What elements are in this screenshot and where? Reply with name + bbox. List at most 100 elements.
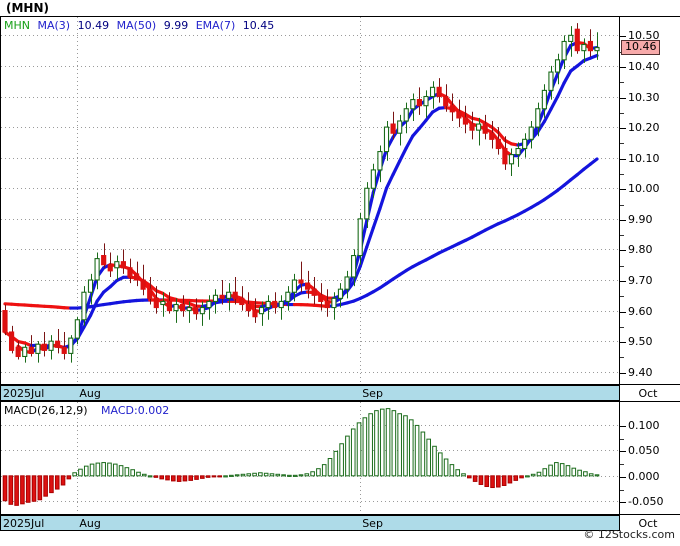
candle-body xyxy=(173,303,179,312)
candle-body xyxy=(298,279,304,284)
candle-body xyxy=(166,300,173,312)
macd-bar xyxy=(292,474,298,477)
tick-mark xyxy=(620,250,626,252)
tick-mark xyxy=(620,219,626,221)
macd-bar xyxy=(443,458,449,477)
tick-mark xyxy=(620,173,624,175)
macd-bar xyxy=(478,475,484,485)
candle-body xyxy=(245,303,251,312)
candle-body xyxy=(397,120,403,134)
price-y-tick-label: 10.10 xyxy=(628,151,660,165)
candle-body xyxy=(35,343,41,354)
candle-body xyxy=(212,294,219,302)
price-y-tick-label: 9.60 xyxy=(628,304,653,318)
macd-bar xyxy=(287,474,292,477)
candle-body xyxy=(443,95,449,107)
price-y-tick-label: 10.40 xyxy=(628,59,660,73)
price-plot-area[interactable] xyxy=(1,17,619,384)
macd-bar xyxy=(472,475,478,482)
candle-body xyxy=(252,310,258,318)
macd-bar xyxy=(461,473,466,477)
candle-body xyxy=(28,346,34,354)
macd-bar xyxy=(205,475,211,478)
macd-bar xyxy=(565,465,571,477)
candle-body xyxy=(462,117,469,125)
price-y-tick: 9.80 xyxy=(620,243,680,256)
candle-body xyxy=(587,40,594,52)
candle-body xyxy=(383,126,390,153)
macd-bar xyxy=(141,473,147,477)
macd-bar xyxy=(89,463,95,477)
date-axis-label: 2025Jul xyxy=(3,517,45,530)
candle-body xyxy=(456,111,462,119)
macd-y-tick-label: -0.050 xyxy=(628,495,664,509)
macd-bar xyxy=(258,472,263,477)
macd-plot-area[interactable] xyxy=(1,402,619,514)
tick-mark xyxy=(620,342,626,344)
macd-bar xyxy=(594,474,600,477)
macd-bar xyxy=(188,475,194,481)
macd-bar xyxy=(437,452,443,477)
candle-body xyxy=(528,126,534,140)
macd-bar xyxy=(554,462,559,477)
macd-bar xyxy=(112,463,118,477)
candle-body xyxy=(357,218,363,257)
macd-bar xyxy=(548,464,553,477)
candle-body xyxy=(515,147,521,156)
macd-chart-panel[interactable] xyxy=(0,401,620,515)
candle-body xyxy=(594,47,600,52)
price-y-tick-label: 9.80 xyxy=(628,243,653,257)
date-axis-bottom: 2025Jul Aug Sep Oct xyxy=(0,515,657,531)
macd-bar xyxy=(49,475,54,494)
current-price-tag: 10.46 xyxy=(621,39,660,55)
price-y-tick: 10.10 xyxy=(620,152,680,165)
candle-body xyxy=(41,343,48,351)
macd-bar xyxy=(176,475,182,482)
candle-body xyxy=(390,123,396,134)
candle-body xyxy=(285,291,291,302)
tick-mark xyxy=(620,82,624,84)
candle-body xyxy=(522,138,528,150)
price-y-tick: 10.00 xyxy=(620,182,680,195)
macd-y-tick-label: 0.000 xyxy=(628,469,660,483)
candle-body xyxy=(226,291,232,299)
price-y-minor-tick xyxy=(620,143,680,145)
candle-body xyxy=(258,306,265,315)
price-y-tick: 10.50 xyxy=(620,29,680,42)
macd-bar xyxy=(252,472,257,477)
candle-body xyxy=(219,294,225,299)
price-legend: MHN MA(3) 10.49 MA(50) 9.99 EMA(7) 10.45 xyxy=(4,19,278,32)
price-y-tick-label: 10.30 xyxy=(628,90,660,104)
macd-bar xyxy=(194,475,199,480)
macd-bar xyxy=(333,450,339,477)
macd-bar xyxy=(525,475,530,478)
macd-bar xyxy=(25,475,31,503)
tick-mark xyxy=(620,296,624,298)
macd-bar xyxy=(269,473,275,477)
date-axis-label: 2025Jul xyxy=(3,387,45,400)
price-y-minor-tick xyxy=(620,82,680,84)
candle-body xyxy=(568,34,574,43)
price-chart-panel[interactable] xyxy=(0,16,620,385)
candle-body xyxy=(153,297,159,309)
macd-bar xyxy=(234,474,240,477)
macd-bar xyxy=(182,475,188,482)
macd-bar xyxy=(571,467,577,477)
date-axis-label: Aug xyxy=(79,387,101,400)
macd-bar xyxy=(263,472,269,477)
macd-y-tick: -0.050 xyxy=(620,495,680,508)
macd-bar xyxy=(310,471,315,477)
candle-body xyxy=(351,255,357,278)
candle-body xyxy=(423,95,429,107)
macd-bar xyxy=(490,475,495,489)
macd-bar xyxy=(385,408,391,477)
legend-ma50-label: MA(50) xyxy=(116,19,157,32)
macd-legend: MACD(26,12,9) MACD:0.002 xyxy=(4,404,169,417)
candle-body xyxy=(416,99,422,107)
candle-body xyxy=(541,89,547,110)
price-y-tick-label: 9.70 xyxy=(628,274,653,288)
date-axis-label: Oct xyxy=(638,387,658,400)
macd-bar xyxy=(327,458,333,477)
tick-mark xyxy=(620,97,626,99)
